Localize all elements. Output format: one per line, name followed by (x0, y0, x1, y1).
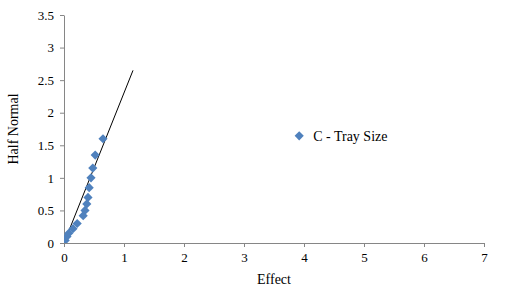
tick-label: 2.5 (38, 73, 54, 88)
tick-label: 0.5 (38, 203, 54, 218)
point (98, 134, 107, 143)
tick: 4 (301, 243, 308, 265)
tick-mark (64, 243, 65, 247)
tick-mark (60, 48, 64, 49)
tick-label: 6 (421, 250, 428, 265)
tick-mark (364, 243, 365, 247)
tick-label: 1.5 (38, 138, 54, 153)
tick-label: 1 (48, 171, 55, 186)
tick-mark (60, 243, 64, 244)
tick-label: 3.5 (38, 8, 54, 23)
tick-label: 3 (241, 250, 248, 265)
point (86, 173, 95, 182)
tick-label: 2 (48, 105, 55, 120)
tick-mark (484, 243, 485, 247)
legend-label: C - Tray Size (313, 129, 387, 144)
tick-mark (304, 243, 305, 247)
chart: 0 1 2 3 4 5 6 7 0 0.5 1 1.5 2 2.5 3 3.5 Effect Half Norma… (0, 0, 507, 296)
tick: 2.5 (38, 73, 64, 88)
tick-mark (60, 80, 64, 81)
tick: 2 (181, 243, 188, 265)
tick-label: 2 (181, 250, 188, 265)
tick-label: 3 (48, 40, 55, 55)
tick-label: 0 (61, 250, 68, 265)
axis-line (65, 243, 485, 244)
point (91, 150, 100, 159)
point (85, 183, 94, 192)
tick-mark (60, 210, 64, 211)
tick: 2 (48, 105, 65, 120)
tick: 1 (121, 243, 128, 265)
y-axis: 0 0.5 1 1.5 2 2.5 3 3.5 (38, 8, 65, 251)
tick: 3 (48, 40, 65, 55)
tick-label: 4 (301, 250, 308, 265)
tick: 0 (61, 243, 68, 265)
x-axis-title: Effect (257, 272, 291, 287)
tick-mark (60, 178, 64, 179)
tick-mark (244, 243, 245, 247)
tick-mark (124, 243, 125, 247)
tick-mark (184, 243, 185, 247)
legend-marker (295, 131, 304, 140)
tick-label: 7 (481, 250, 488, 265)
tick: 5 (361, 243, 368, 265)
x-axis: 0 1 2 3 4 5 6 7 (61, 243, 488, 265)
tick-mark (60, 113, 64, 114)
axis-line (64, 16, 65, 244)
fit-line (64, 70, 133, 243)
point (80, 206, 89, 215)
tick: 6 (421, 243, 428, 265)
tick: 3.5 (38, 8, 64, 23)
tick: 7 (481, 243, 488, 265)
tick-mark (424, 243, 425, 247)
tick-mark (60, 145, 64, 146)
tick: 3 (241, 243, 248, 265)
point (88, 164, 97, 173)
legend: C - Tray Size (295, 129, 388, 144)
tick-label: 5 (361, 250, 368, 265)
tick-mark (60, 15, 64, 16)
tick: 0.5 (38, 203, 64, 218)
point (83, 193, 92, 202)
tick-label: 0 (48, 236, 55, 251)
plot-area (64, 70, 133, 243)
tick: 1.5 (38, 138, 64, 153)
tick: 1 (48, 171, 65, 186)
tick-label: 1 (121, 250, 128, 265)
y-axis-title: Half Normal (6, 93, 21, 164)
point (73, 219, 82, 228)
tick: 0 (48, 236, 65, 251)
